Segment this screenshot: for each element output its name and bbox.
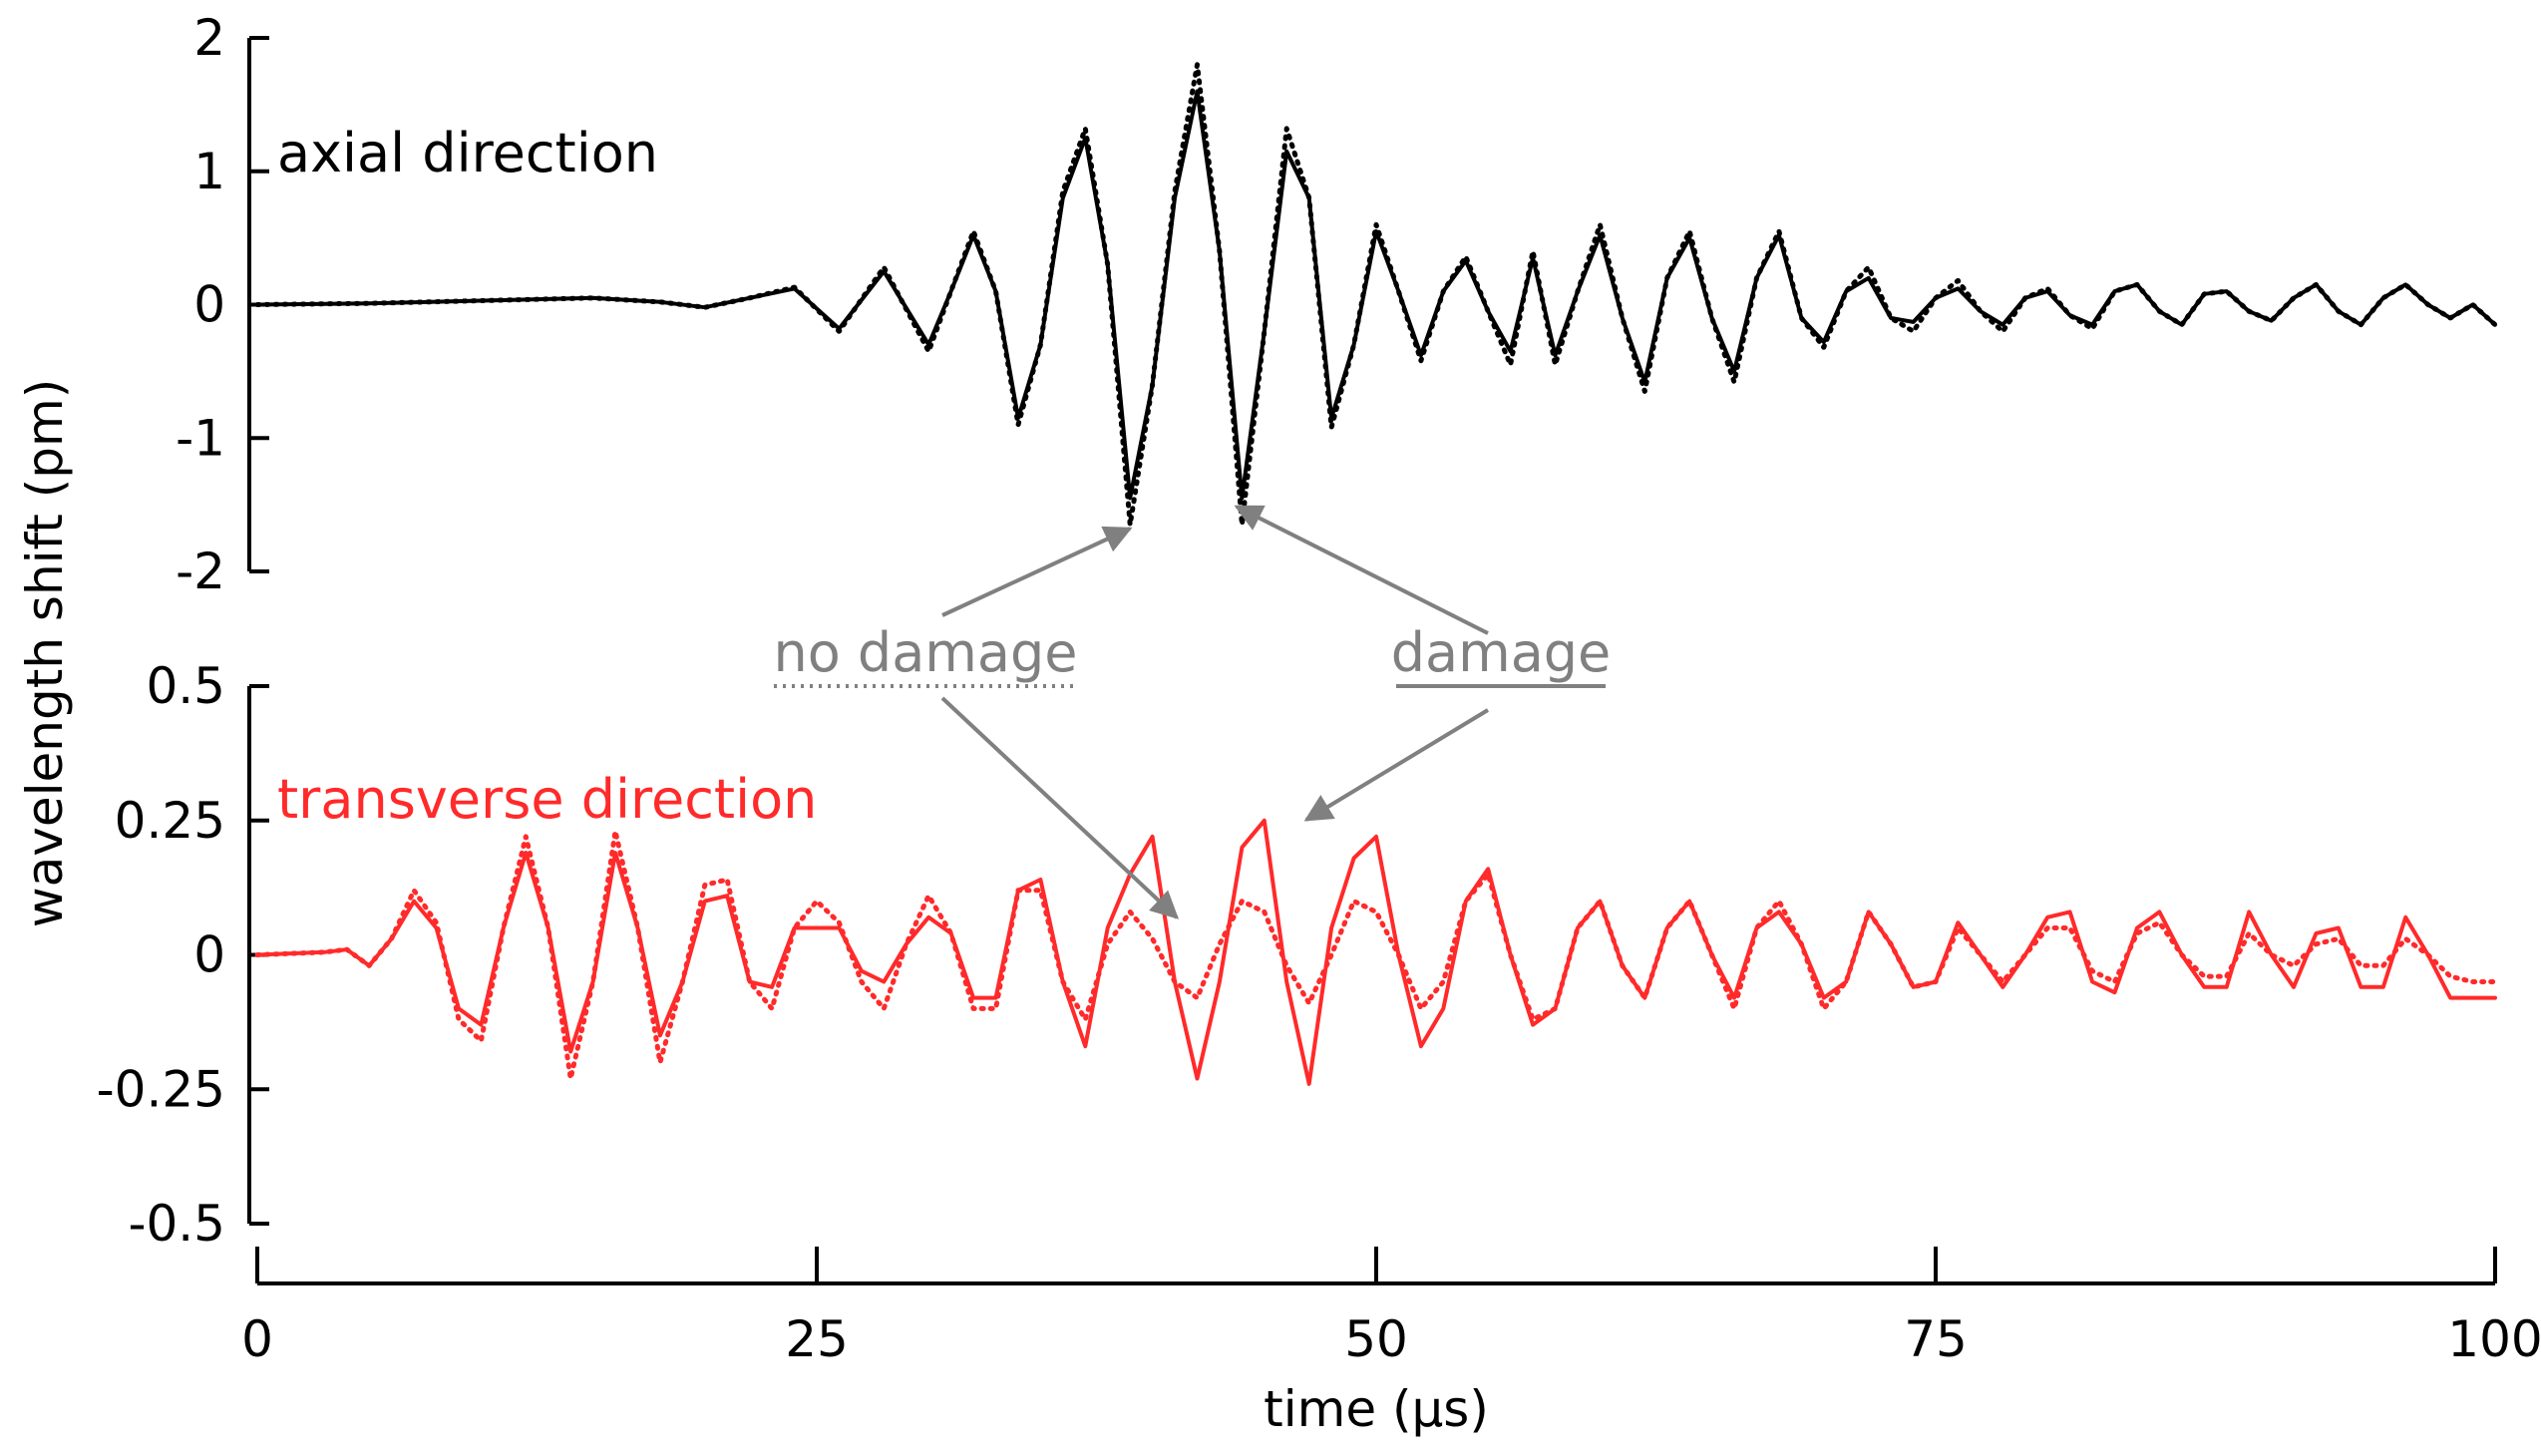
no-damage-label: no damage — [774, 621, 1078, 684]
transverse-y-tick-label: -0.25 — [97, 1060, 225, 1118]
x-ticks: 0 25 50 75 100 — [241, 1247, 2541, 1368]
transverse-series-group — [254, 818, 2498, 1086]
axial-panel: 2 1 0 -1 -2 axial direction — [176, 9, 2498, 600]
transverse-y-tick-label: 0.25 — [115, 792, 225, 850]
no-damage-arrow-transverse — [940, 696, 1180, 919]
axial-series-no-damage — [254, 62, 2498, 528]
transverse-series-damage — [255, 818, 2497, 1086]
damage-arrow-transverse — [1303, 708, 1490, 822]
transverse-y-tick-label: 0 — [193, 926, 225, 984]
x-tick-label: 75 — [1904, 1310, 1968, 1368]
transverse-y-tick-label: -0.5 — [128, 1195, 225, 1253]
transverse-y-ticks: 0.5 0.25 0 -0.25 -0.5 — [97, 657, 269, 1253]
axial-y-tick-label: 0 — [193, 276, 225, 334]
no-damage-arrow-axial — [941, 526, 1133, 617]
axial-y-tick-label: 1 — [193, 143, 225, 200]
axial-panel-label: axial direction — [277, 122, 658, 184]
x-axis-title: time (µs) — [1264, 1380, 1489, 1438]
axial-y-tick-label: 2 — [193, 9, 225, 67]
damage-label: damage — [1391, 621, 1612, 684]
annotations: no damage damage — [774, 505, 1612, 919]
transverse-panel: 0.5 0.25 0 -0.25 -0.5 transverse direction — [97, 657, 2498, 1253]
x-tick-label: 0 — [241, 1310, 273, 1368]
axial-y-ticks: 2 1 0 -1 -2 — [176, 9, 269, 600]
axial-y-tick-label: -1 — [176, 409, 225, 467]
axial-y-tick-label: -2 — [176, 543, 225, 600]
axial-series-group — [254, 62, 2498, 528]
y-axis-title: wavelength shift (pm) — [16, 379, 74, 927]
x-axis: 0 25 50 75 100 time (µs) — [241, 1247, 2541, 1438]
transverse-series-no-damage — [254, 829, 2498, 1081]
transverse-y-tick-label: 0.5 — [146, 657, 225, 715]
x-tick-label: 25 — [785, 1310, 849, 1368]
transverse-panel-label: transverse direction — [277, 768, 817, 831]
x-tick-label: 100 — [2447, 1310, 2541, 1368]
x-tick-label: 50 — [1344, 1310, 1408, 1368]
damage-arrow-axial — [1234, 505, 1489, 635]
